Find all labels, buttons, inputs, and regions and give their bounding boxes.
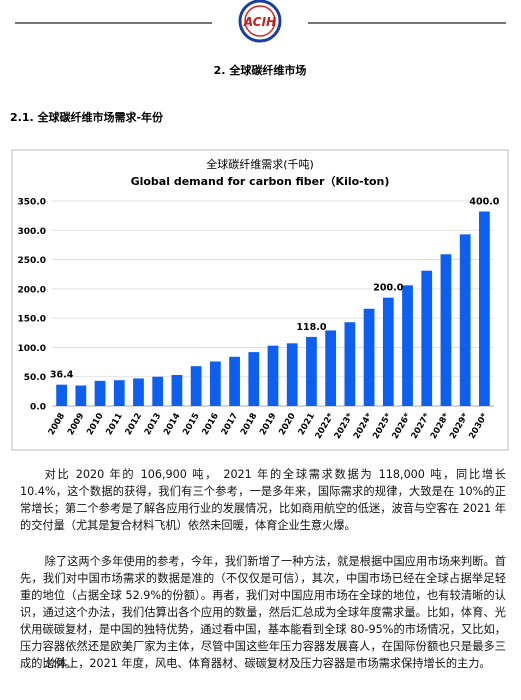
subsection-title: 2.1. 全球碳纤维市场需求-年份 <box>10 110 164 124</box>
bar <box>306 336 317 406</box>
bar <box>267 345 279 406</box>
bar <box>286 343 298 406</box>
y-tick-label: 300.0 <box>18 227 46 237</box>
y-tick-label: 100.0 <box>18 344 46 354</box>
bar <box>133 378 144 406</box>
bar <box>209 361 221 406</box>
bar <box>479 211 490 406</box>
section-title: 2. 全球碳纤维市场 <box>214 63 307 77</box>
bar <box>229 356 240 406</box>
bar <box>421 270 433 406</box>
bar <box>248 352 260 406</box>
annotation: 118.0 <box>296 322 326 333</box>
y-tick-label: 50.0 <box>24 373 46 383</box>
bar <box>382 297 394 406</box>
y-tick-label: 200.0 <box>18 285 46 295</box>
bar <box>363 308 375 406</box>
bar <box>459 234 471 406</box>
y-tick-label: 250.0 <box>18 256 46 266</box>
annotation: 400.0 <box>469 197 499 208</box>
paragraph: 除了这两个多年使用的参考，今年，我们新增了一种方法，就是根据中国应用市场来判断。… <box>20 555 506 670</box>
bar <box>75 385 87 406</box>
bar <box>402 285 413 406</box>
annotation: 200.0 <box>373 283 403 294</box>
paragraph: 对比 2020 年的 106,900 吨， 2021 年的全球需求数据为 118… <box>20 468 506 532</box>
bar <box>190 366 202 406</box>
y-tick-label: 150.0 <box>18 315 46 325</box>
bar <box>56 384 67 406</box>
chart-title: 全球碳纤维需求(千吨) <box>206 157 314 171</box>
bar <box>325 330 337 406</box>
logo-text: ACIH <box>243 15 276 29</box>
annotation: 36.4 <box>50 370 74 381</box>
y-tick-label: 0.0 <box>30 403 46 413</box>
bar <box>171 374 183 406</box>
bar <box>440 254 452 406</box>
bar <box>113 380 125 406</box>
logo-inner <box>244 5 276 37</box>
paragraph: 总体上，2021 年度，风电、体育器材、碳碳复材及压力容器是市场需求保持增长的主… <box>44 657 491 670</box>
y-tick-label: 350.0 <box>18 198 46 208</box>
chart-frame <box>11 149 509 451</box>
bar <box>152 376 164 406</box>
bar <box>94 380 106 406</box>
bar <box>344 322 356 406</box>
chart-subtitle: Global demand for carbon fiber（Kilo-ton) <box>131 175 390 188</box>
